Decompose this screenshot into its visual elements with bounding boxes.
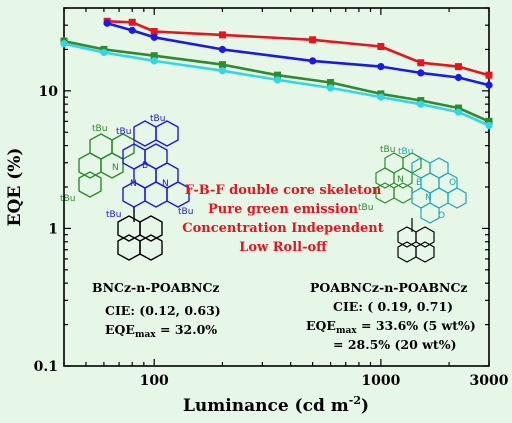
svg-text:N: N — [112, 163, 119, 173]
note-concentration: Concentration Independent — [182, 221, 384, 236]
svg-text:B: B — [416, 178, 422, 188]
series-3-point — [417, 97, 425, 105]
right-caption: POABNCz-n-POABNCz CIE: ( 0.19, 0.71) EQE… — [306, 280, 476, 352]
series-2-point — [417, 69, 425, 77]
series-2-point — [128, 26, 136, 34]
series-2-point — [454, 73, 463, 82]
series-2-point — [309, 57, 317, 65]
right-eqe-20wt: = 28.5% (20 wt%) — [333, 337, 457, 352]
svg-text:tBu: tBu — [92, 124, 107, 134]
series-4-point — [377, 93, 385, 101]
svg-text:N: N — [397, 175, 404, 185]
series-1-point — [128, 18, 136, 26]
svg-text:N: N — [425, 193, 432, 203]
series-3-point — [150, 52, 158, 60]
series-4-point — [326, 84, 335, 92]
left-compound-name: BNCz-n-POABNCz — [92, 280, 220, 295]
axis-tick-labels: 100 1000 3000 0.1 1 10 — [34, 84, 509, 389]
series-3-point — [485, 117, 493, 125]
svg-text:tBu: tBu — [60, 194, 75, 204]
y-tick-label: 1 — [48, 221, 58, 237]
series-1-line — [107, 20, 490, 77]
x-tick-label: 100 — [140, 373, 169, 389]
series-3-line — [63, 39, 490, 123]
y-tick-label: 10 — [39, 84, 59, 100]
svg-text:tBu: tBu — [398, 147, 413, 157]
right-eqe-5wt: EQEmax = 33.6% (5 wt%) — [306, 318, 476, 336]
bncz-n-poabncz-structure: tBu tBu tBu tBu tBu tBu B N N N — [60, 114, 193, 261]
series-2-point — [218, 45, 227, 54]
series-4-point — [60, 40, 68, 48]
x-tick-label: 3000 — [470, 373, 509, 389]
axis-ticks — [63, 7, 490, 367]
series-1-point — [218, 31, 226, 39]
series-4-point — [417, 100, 425, 108]
series-3-point — [454, 104, 462, 112]
series-3-point — [274, 71, 282, 79]
poabncz-n-poabncz-structure: tBu tBu tBu B O O N N — [358, 145, 467, 263]
series-4-point — [100, 48, 108, 57]
series-3-point — [218, 61, 226, 69]
series-1-point — [150, 27, 158, 35]
series-4-point — [273, 76, 282, 84]
note-green-emission: Pure green emission — [208, 202, 359, 217]
svg-text:tBu: tBu — [106, 210, 121, 220]
series-1-point — [417, 59, 425, 67]
svg-text:tBu: tBu — [358, 203, 373, 213]
series-3-point — [327, 78, 335, 86]
left-caption: BNCz-n-POABNCz CIE: (0.12, 0.63) EQEmax … — [92, 280, 221, 340]
series-4-point — [454, 108, 463, 116]
svg-text:N: N — [130, 179, 137, 189]
series-2-point — [485, 81, 493, 89]
series-2-point — [103, 19, 111, 27]
series-4-point — [218, 67, 227, 75]
series-1-point — [485, 71, 493, 79]
svg-text:O: O — [438, 211, 445, 221]
series-1-point — [454, 63, 462, 71]
x-tick-label: 1000 — [361, 373, 400, 389]
svg-text:tBu: tBu — [150, 114, 165, 124]
series-1-point — [309, 36, 317, 44]
series-4-point — [150, 57, 158, 65]
svg-text:B: B — [142, 161, 148, 171]
y-tick-label: 0.1 — [34, 359, 58, 375]
series-1-point — [377, 43, 385, 51]
series-2-point — [150, 33, 158, 41]
y-axis-label: EQE (%) — [5, 148, 25, 227]
svg-text:tBu: tBu — [380, 145, 395, 155]
series-2-point — [377, 63, 385, 71]
left-cie: CIE: (0.12, 0.63) — [105, 303, 221, 318]
feature-notes: F-B-F double core skeleton Pure green em… — [182, 183, 384, 255]
series-4-point — [485, 121, 493, 130]
x-axis-label: Luminance (cd m-2) — [183, 394, 369, 416]
svg-text:tBu: tBu — [116, 127, 131, 137]
right-cie: CIE: ( 0.19, 0.71) — [333, 299, 453, 314]
note-roll-off: Low Roll-off — [239, 240, 328, 255]
svg-text:O: O — [449, 178, 456, 188]
svg-text:N: N — [162, 179, 169, 189]
note-core-skeleton: F-B-F double core skeleton — [185, 183, 382, 198]
svg-text:tBu: tBu — [178, 207, 193, 217]
left-eqe: EQEmax = 32.0% — [105, 322, 217, 340]
data-series — [60, 17, 493, 130]
series-4-line — [63, 42, 490, 127]
right-compound-name: POABNCz-n-POABNCz — [310, 280, 468, 295]
